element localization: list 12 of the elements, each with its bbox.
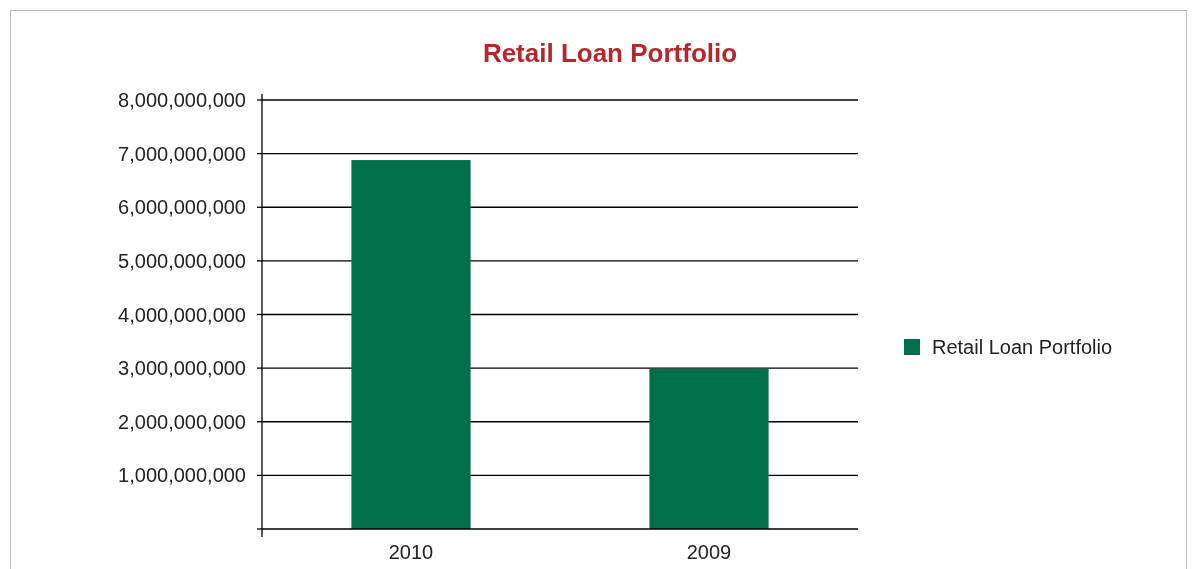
chart-title: Retail Loan Portfolio: [482, 38, 738, 68]
y-tick-label: 7,000,000,000: [118, 142, 246, 165]
y-tick-label: 3,000,000,000: [118, 357, 246, 380]
x-tick-label: 2010: [388, 541, 434, 563]
y-tick-label: 4,000,000,000: [118, 303, 246, 326]
y-tick-label: 1,000,000,000: [118, 464, 246, 487]
y-tick-label: 5,000,000,000: [118, 249, 246, 272]
legend-label: Retail Loan Portfolio: [932, 336, 1113, 358]
y-tick-label: 2,000,000,000: [118, 410, 246, 433]
y-tick-label: 8,000,000,000: [118, 89, 246, 111]
x-tick-label: 2009: [686, 541, 732, 563]
y-tick-label: 6,000,000,000: [118, 196, 246, 219]
